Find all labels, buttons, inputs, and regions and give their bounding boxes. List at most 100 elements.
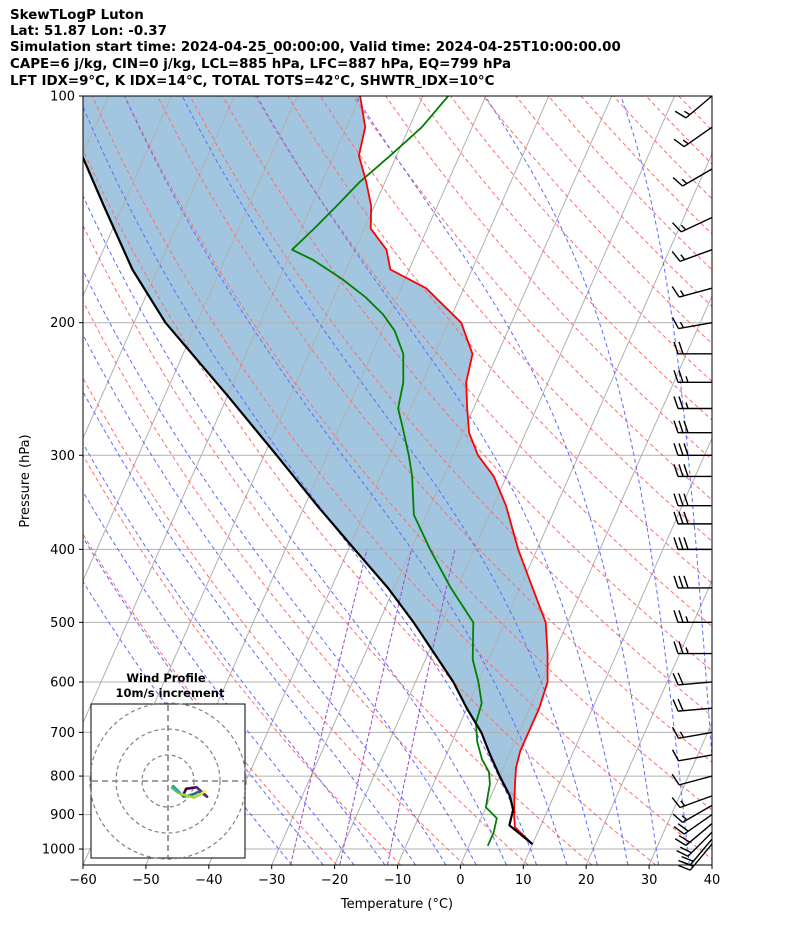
wind-barb (673, 396, 712, 410)
y-axis-label: Pressure (hPa) (18, 434, 33, 527)
wind-barb (673, 814, 713, 835)
index-params: LFT IDX=9°C, K IDX=14°C, TOTAL TOTS=42°C… (10, 74, 495, 89)
isotherm-gridline (397, 152, 712, 865)
wind-barb (673, 610, 712, 624)
isotherm-gridline (522, 436, 712, 865)
moist-adiabat (181, 96, 598, 865)
x-axis-label: Temperature (°C) (340, 897, 453, 912)
x-tick-label: 30 (641, 873, 658, 888)
wind-barb (678, 838, 713, 866)
mixing-ratio-line (339, 549, 413, 865)
isotherm-gridline (334, 96, 676, 865)
wind-barb (674, 95, 713, 119)
isotherm-gridline (459, 294, 712, 865)
wind-barb (672, 804, 713, 823)
wind-barb (671, 249, 713, 262)
moist-adiabat (83, 442, 386, 865)
hodograph-ring (89, 702, 247, 860)
wind-barb (672, 672, 713, 686)
y-tick-label: 100 (50, 90, 75, 105)
dewpoint-profile-line (291, 96, 498, 847)
moist-adiabat (124, 96, 568, 865)
wind-barb (673, 511, 712, 525)
hodograph-segment (179, 792, 196, 799)
isotherm-gridline (83, 96, 172, 298)
wind-barb (673, 641, 712, 655)
isotherm-gridline (83, 96, 235, 440)
dry-adiabat (548, 96, 712, 271)
dry-adiabat (710, 96, 712, 98)
moist-adiabat (484, 96, 690, 865)
dry-adiabat (645, 96, 712, 165)
inset-subtitle: 10m/s increment (116, 686, 225, 700)
y-tick-label: 200 (50, 316, 75, 331)
moist-adiabat (620, 96, 712, 764)
y-tick-label: 700 (50, 726, 75, 741)
wind-barb (673, 370, 712, 384)
x-tick-label: −60 (69, 873, 96, 888)
parcel-area-shading (83, 96, 548, 810)
isotherm-gridline (271, 96, 613, 865)
wind-barb (672, 168, 713, 187)
dry-adiabat (124, 96, 712, 811)
dry-adiabat (580, 96, 712, 235)
wind-profile-inset: Wind Profile 10m/s increment (89, 671, 247, 860)
x-tick-label: 0 (456, 873, 464, 888)
y-tick-label: 500 (50, 616, 75, 631)
moist-adiabat (83, 194, 507, 865)
y-tick-label: 600 (50, 675, 75, 690)
hodograph-segment (184, 785, 198, 791)
mixing-ratio-line (290, 549, 368, 865)
wind-barb (673, 126, 713, 148)
moist-adiabat (83, 333, 447, 865)
dry-adiabat (156, 96, 712, 764)
y-tick-label: 400 (50, 543, 75, 558)
x-tick-label: −20 (321, 873, 348, 888)
dry-adiabat (83, 224, 593, 865)
dry-adiabat (287, 96, 712, 584)
hodograph-segment (192, 792, 204, 799)
isotherm-gridline (208, 96, 550, 865)
isotherm-gridline (83, 96, 298, 582)
wind-barb (676, 831, 713, 857)
stability-params: CAPE=6 j/kg, CIN=0 j/kg, LCL=885 hPa, LF… (10, 57, 512, 72)
wind-barb (672, 698, 713, 712)
station-title: SkewTLogP Luton (10, 8, 144, 23)
isotherm-gridline (711, 863, 712, 865)
moist-adiabat (83, 580, 293, 865)
x-tick-label: −10 (384, 873, 411, 888)
wind-barb (671, 726, 713, 739)
dry-adiabat (83, 376, 465, 865)
wind-barb (671, 773, 713, 786)
mixing-ratio-line (387, 549, 456, 865)
dry-adiabat (83, 533, 338, 865)
y-tick-label: 900 (50, 808, 75, 823)
isotherm-gridline (83, 96, 361, 724)
moist-adiabat (83, 390, 416, 865)
x-tick-label: −30 (258, 873, 285, 888)
wind-barb (673, 464, 712, 478)
inset-title: Wind Profile (126, 671, 206, 685)
x-tick-label: −50 (132, 873, 159, 888)
wind-barb (673, 537, 712, 551)
wind-barb (671, 216, 713, 233)
dry-adiabat (417, 96, 712, 421)
dry-adiabat (83, 148, 657, 865)
wind-barb (673, 575, 712, 589)
y-tick-label: 800 (50, 770, 75, 785)
wind-barb (673, 493, 712, 507)
x-tick-label: −40 (195, 873, 222, 888)
dry-adiabat (613, 96, 712, 200)
hodograph-segment (200, 790, 206, 795)
moist-adiabat (354, 96, 660, 865)
wind-barb (671, 317, 713, 330)
wind-barb (671, 749, 713, 762)
moist-adiabat (256, 96, 629, 865)
x-tick-label: 10 (515, 873, 532, 888)
wind-barb (673, 420, 712, 434)
temperature-profile-line (357, 96, 549, 845)
parcel-profile-line (83, 154, 534, 845)
x-tick-label: 40 (704, 873, 721, 888)
isotherm-gridline (648, 721, 712, 865)
